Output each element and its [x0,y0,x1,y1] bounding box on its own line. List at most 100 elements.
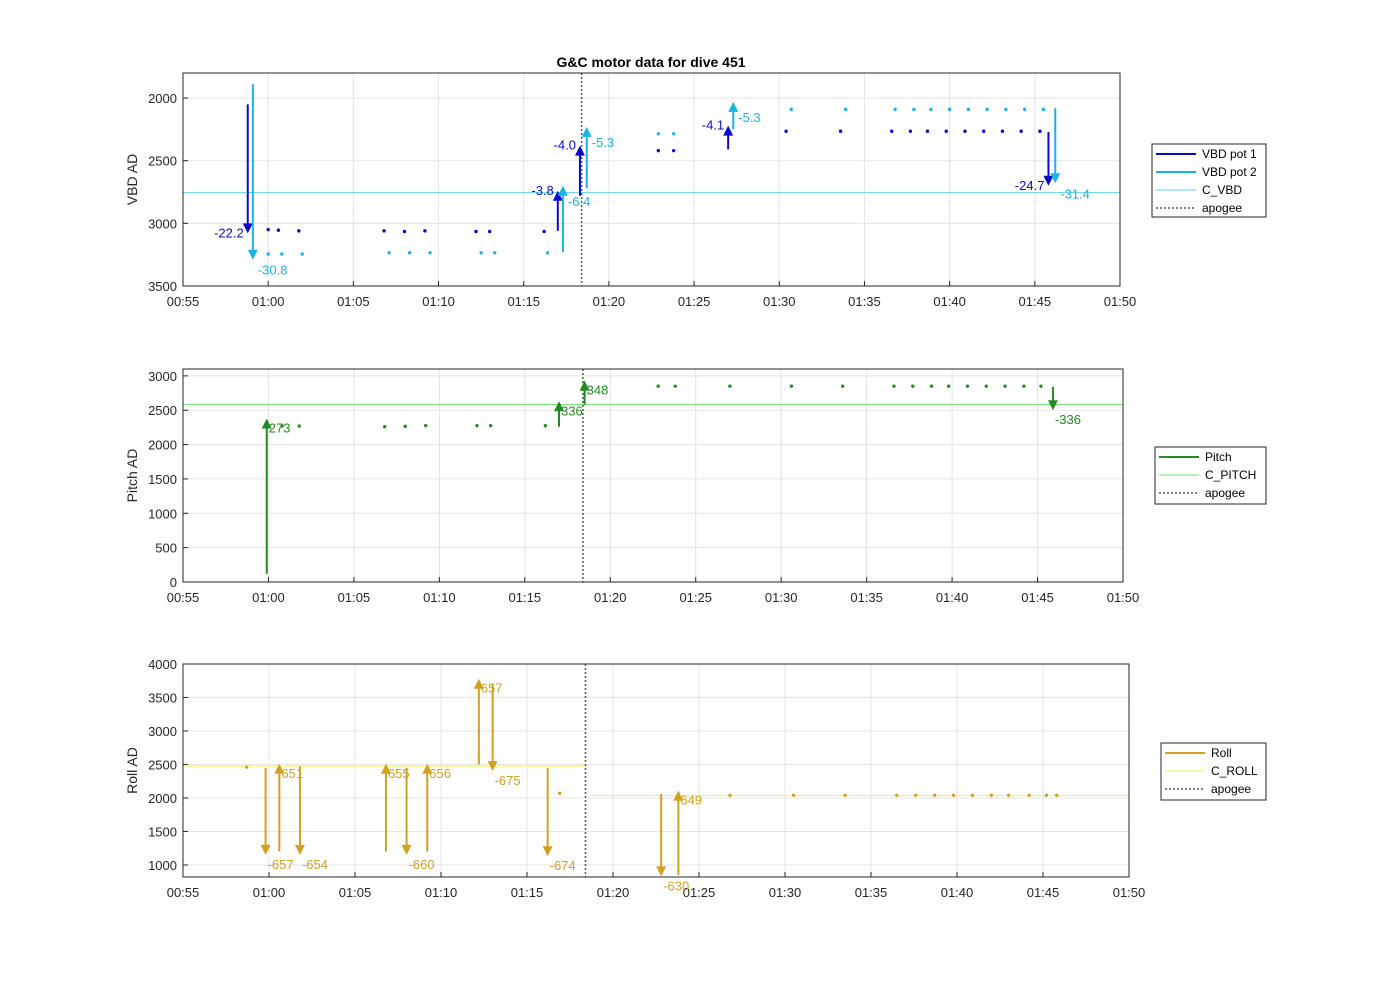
data-point [1022,384,1026,388]
data-point [946,384,951,388]
data-point [925,129,930,133]
data-point [989,793,994,797]
y-tick-label: 2000 [148,91,177,106]
y-tick-label: 3000 [148,369,177,384]
data-point [970,793,975,797]
move-arrow-head [554,401,564,412]
data-point [966,107,971,112]
data-point [912,107,916,112]
y-tick-label: 2500 [148,757,177,772]
data-point [843,793,847,797]
data-point [474,229,478,234]
x-tick-label: 01:40 [933,294,966,309]
data-point [656,132,661,136]
data-point [1041,107,1046,112]
move-arrow-head [380,763,391,774]
move-arrow-head [247,249,258,260]
x-tick-label: 00:55 [167,885,200,900]
data-point [423,423,428,428]
move-label: -5.3 [592,135,614,150]
move-label: -30.8 [258,263,288,278]
move-label: -336 [1055,412,1081,427]
data-point [402,229,407,234]
x-tick-label: 01:00 [252,590,285,605]
move-arrow-head [242,223,253,234]
y-tick-label: 4000 [148,657,177,672]
data-point [929,384,934,388]
x-tick-label: 01:05 [338,590,371,605]
move-arrow-head [1047,400,1058,411]
move-arrow-head [401,844,412,855]
data-point [932,793,937,797]
y-tick-label: 3500 [148,690,177,705]
move-arrow-head [673,790,684,801]
plot-area [183,73,1120,286]
plot-area [183,664,1129,877]
move-label: -4.0 [554,138,576,153]
data-point [382,229,386,233]
x-tick-label: 01:00 [252,294,285,309]
x-tick-label: 01:10 [423,590,456,605]
move-arrow-head [487,761,498,772]
x-tick-label: 01:50 [1107,590,1140,605]
x-tick-label: 01:30 [765,590,798,605]
move-label: -660 [409,857,435,872]
move-arrow-head [542,846,553,857]
move-arrow-head [261,418,272,429]
move-label: 655 [388,766,410,781]
data-point [908,129,913,133]
move-arrow-head [422,763,433,774]
y-tick-label: 2500 [148,154,177,169]
x-tick-label: 01:25 [683,885,716,900]
x-tick-label: 01:35 [850,590,883,605]
move-label: -24.7 [1015,178,1045,193]
data-point [844,107,848,112]
data-point [542,229,546,234]
axes-box [182,368,1124,583]
legend-box [1151,143,1267,218]
panel-1: 00:55 01:00 01:05 01:10 01:15 01:20 01:25 01:30… [124,72,1267,309]
move-arrow-head [274,763,285,774]
data-point [728,384,732,388]
move-label: 651 [281,766,303,781]
data-point [244,765,249,769]
data-point [266,227,270,232]
data-point [403,424,407,429]
data-point [479,251,483,255]
move-arrow-head [656,866,667,877]
data-point [985,107,989,112]
y-tick-label: 1000 [148,858,177,873]
data-point [728,793,732,797]
move-arrow-head [260,844,271,855]
data-point [789,384,794,388]
data-point [423,229,427,233]
data-point [475,423,479,428]
data-point [671,148,676,153]
move-label: -3.8 [531,183,553,198]
data-point [893,107,897,112]
axes-box [182,663,1130,878]
data-point [1027,793,1031,797]
data-point [1044,793,1049,797]
legend-label: VBD pot 2 [1202,165,1257,179]
move-label: -674 [550,858,576,873]
move-arrow-head [1043,175,1054,186]
data-point [895,793,899,797]
axes-box [182,72,1121,287]
data-point [297,424,301,428]
move-label: -5.3 [738,110,760,125]
move-arrow-head [723,125,734,136]
data-point [673,384,677,388]
move-arrow-head [574,145,585,156]
data-point [1004,107,1008,112]
data-point [1055,793,1059,797]
data-point [890,129,894,133]
data-point [493,251,497,255]
panel-2: 00:55 01:00 01:05 01:10 01:15 01:20 01:25 01:30… [124,368,1267,605]
data-point [300,252,304,256]
move-label: -654 [302,857,328,872]
data-point [1000,129,1005,133]
data-point [984,384,988,388]
